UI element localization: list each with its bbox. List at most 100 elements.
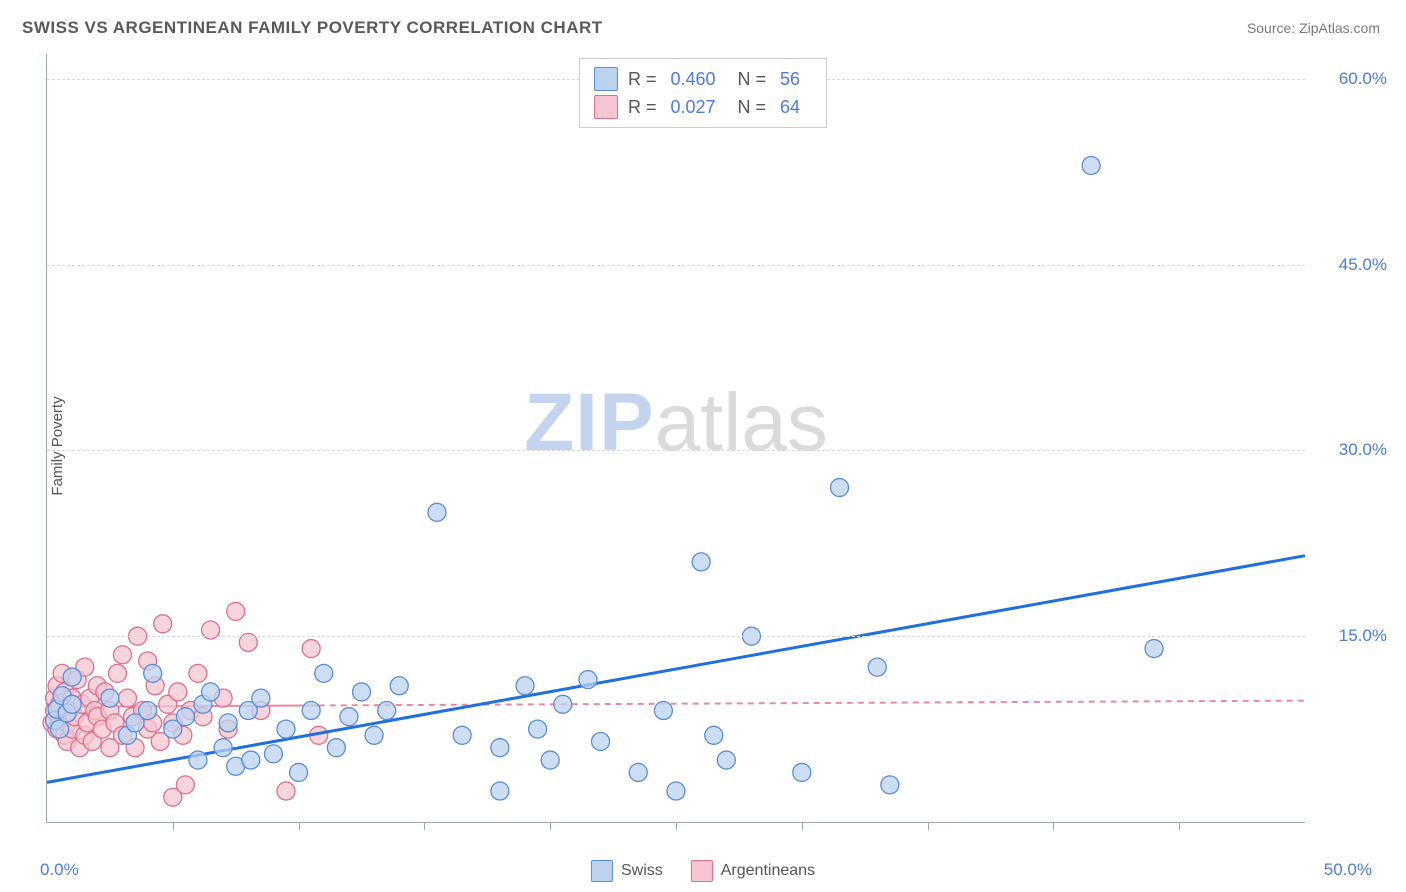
data-point-swiss xyxy=(176,708,194,726)
regression-line-ext-argentineans xyxy=(319,701,1305,706)
stat-n-value: 56 xyxy=(780,69,800,90)
data-point-argentineans xyxy=(113,646,131,664)
data-point-swiss xyxy=(868,658,886,676)
x-tick xyxy=(173,822,174,830)
data-point-swiss xyxy=(242,751,260,769)
data-point-swiss xyxy=(340,708,358,726)
source-label: Source: xyxy=(1247,20,1295,36)
data-point-argentineans xyxy=(154,615,172,633)
legend-item-argentineans: Argentineans xyxy=(691,860,815,882)
x-tick xyxy=(1179,822,1180,830)
data-point-swiss xyxy=(516,677,534,695)
data-point-swiss xyxy=(554,695,572,713)
x-tick xyxy=(299,822,300,830)
data-point-swiss xyxy=(793,763,811,781)
data-point-argentineans xyxy=(176,776,194,794)
data-point-swiss xyxy=(315,664,333,682)
data-point-swiss xyxy=(51,720,69,738)
stat-r-value: 0.027 xyxy=(670,97,715,118)
source-value: ZipAtlas.com xyxy=(1299,20,1380,36)
stat-swatch xyxy=(594,67,618,91)
stat-r-label: R = xyxy=(628,97,657,118)
legend-label: Swiss xyxy=(621,862,663,880)
chart-title: SWISS VS ARGENTINEAN FAMILY POVERTY CORR… xyxy=(22,18,603,38)
data-point-argentineans xyxy=(119,689,137,707)
x-axis-max-label: 50.0% xyxy=(1324,860,1372,880)
data-point-swiss xyxy=(390,677,408,695)
stat-n-label: N = xyxy=(738,97,767,118)
data-point-swiss xyxy=(831,479,849,497)
data-point-swiss xyxy=(277,720,295,738)
stat-swatch xyxy=(594,95,618,119)
gridline-h xyxy=(47,265,1305,266)
stat-r-value: 0.460 xyxy=(670,69,715,90)
chart-svg xyxy=(47,54,1305,822)
data-point-swiss xyxy=(705,726,723,744)
legend-label: Argentineans xyxy=(721,862,815,880)
y-tick-label: 15.0% xyxy=(1317,626,1387,646)
x-tick xyxy=(676,822,677,830)
data-point-swiss xyxy=(63,695,81,713)
stat-n-label: N = xyxy=(738,69,767,90)
y-tick-label: 30.0% xyxy=(1317,440,1387,460)
data-point-swiss xyxy=(101,689,119,707)
data-point-swiss xyxy=(353,683,371,701)
data-point-swiss xyxy=(365,726,383,744)
data-point-swiss xyxy=(264,745,282,763)
data-point-swiss xyxy=(453,726,471,744)
legend-swatch xyxy=(591,860,613,882)
data-point-swiss xyxy=(541,751,559,769)
data-point-swiss xyxy=(63,668,81,686)
y-tick-label: 45.0% xyxy=(1317,255,1387,275)
data-point-swiss xyxy=(629,763,647,781)
data-point-swiss xyxy=(491,782,509,800)
data-point-swiss xyxy=(579,671,597,689)
y-tick-label: 60.0% xyxy=(1317,69,1387,89)
stat-r-label: R = xyxy=(628,69,657,90)
data-point-swiss xyxy=(529,720,547,738)
data-point-swiss xyxy=(491,739,509,757)
x-tick xyxy=(550,822,551,830)
data-point-swiss xyxy=(592,732,610,750)
data-point-swiss xyxy=(302,702,320,720)
data-point-argentineans xyxy=(189,664,207,682)
data-point-swiss xyxy=(881,776,899,794)
x-tick xyxy=(928,822,929,830)
data-point-swiss xyxy=(654,702,672,720)
bottom-legend: Swiss Argentineans xyxy=(591,860,815,882)
data-point-argentineans xyxy=(169,683,187,701)
data-point-swiss xyxy=(717,751,735,769)
data-point-swiss xyxy=(290,763,308,781)
data-point-swiss xyxy=(667,782,685,800)
data-point-swiss xyxy=(219,714,237,732)
stat-row-argentineans: R = 0.027 N = 64 xyxy=(594,93,812,121)
data-point-swiss xyxy=(214,739,232,757)
x-axis-min-label: 0.0% xyxy=(40,860,79,880)
x-tick xyxy=(802,822,803,830)
data-point-swiss xyxy=(428,503,446,521)
data-point-swiss xyxy=(327,739,345,757)
legend-swatch xyxy=(691,860,713,882)
data-point-swiss xyxy=(139,702,157,720)
data-point-swiss xyxy=(144,664,162,682)
data-point-argentineans xyxy=(108,664,126,682)
data-point-swiss xyxy=(202,683,220,701)
data-point-argentineans xyxy=(277,782,295,800)
legend-item-swiss: Swiss xyxy=(591,860,663,882)
data-point-swiss xyxy=(1082,156,1100,174)
source-attribution: Source: ZipAtlas.com xyxy=(1247,20,1380,36)
chart-plot-area: ZIPatlas 15.0%30.0%45.0%60.0% xyxy=(46,54,1305,823)
data-point-swiss xyxy=(1145,640,1163,658)
data-point-swiss xyxy=(692,553,710,571)
gridline-h xyxy=(47,636,1305,637)
data-point-argentineans xyxy=(227,602,245,620)
gridline-h xyxy=(47,450,1305,451)
data-point-swiss xyxy=(189,751,207,769)
stat-n-value: 64 xyxy=(780,97,800,118)
regression-line-ext-swiss xyxy=(1154,556,1305,583)
stat-row-swiss: R = 0.460 N = 56 xyxy=(594,65,812,93)
data-point-swiss xyxy=(378,702,396,720)
correlation-stats-box: R = 0.460 N = 56 R = 0.027 N = 64 xyxy=(579,58,827,128)
x-tick xyxy=(1053,822,1054,830)
data-point-argentineans xyxy=(302,640,320,658)
